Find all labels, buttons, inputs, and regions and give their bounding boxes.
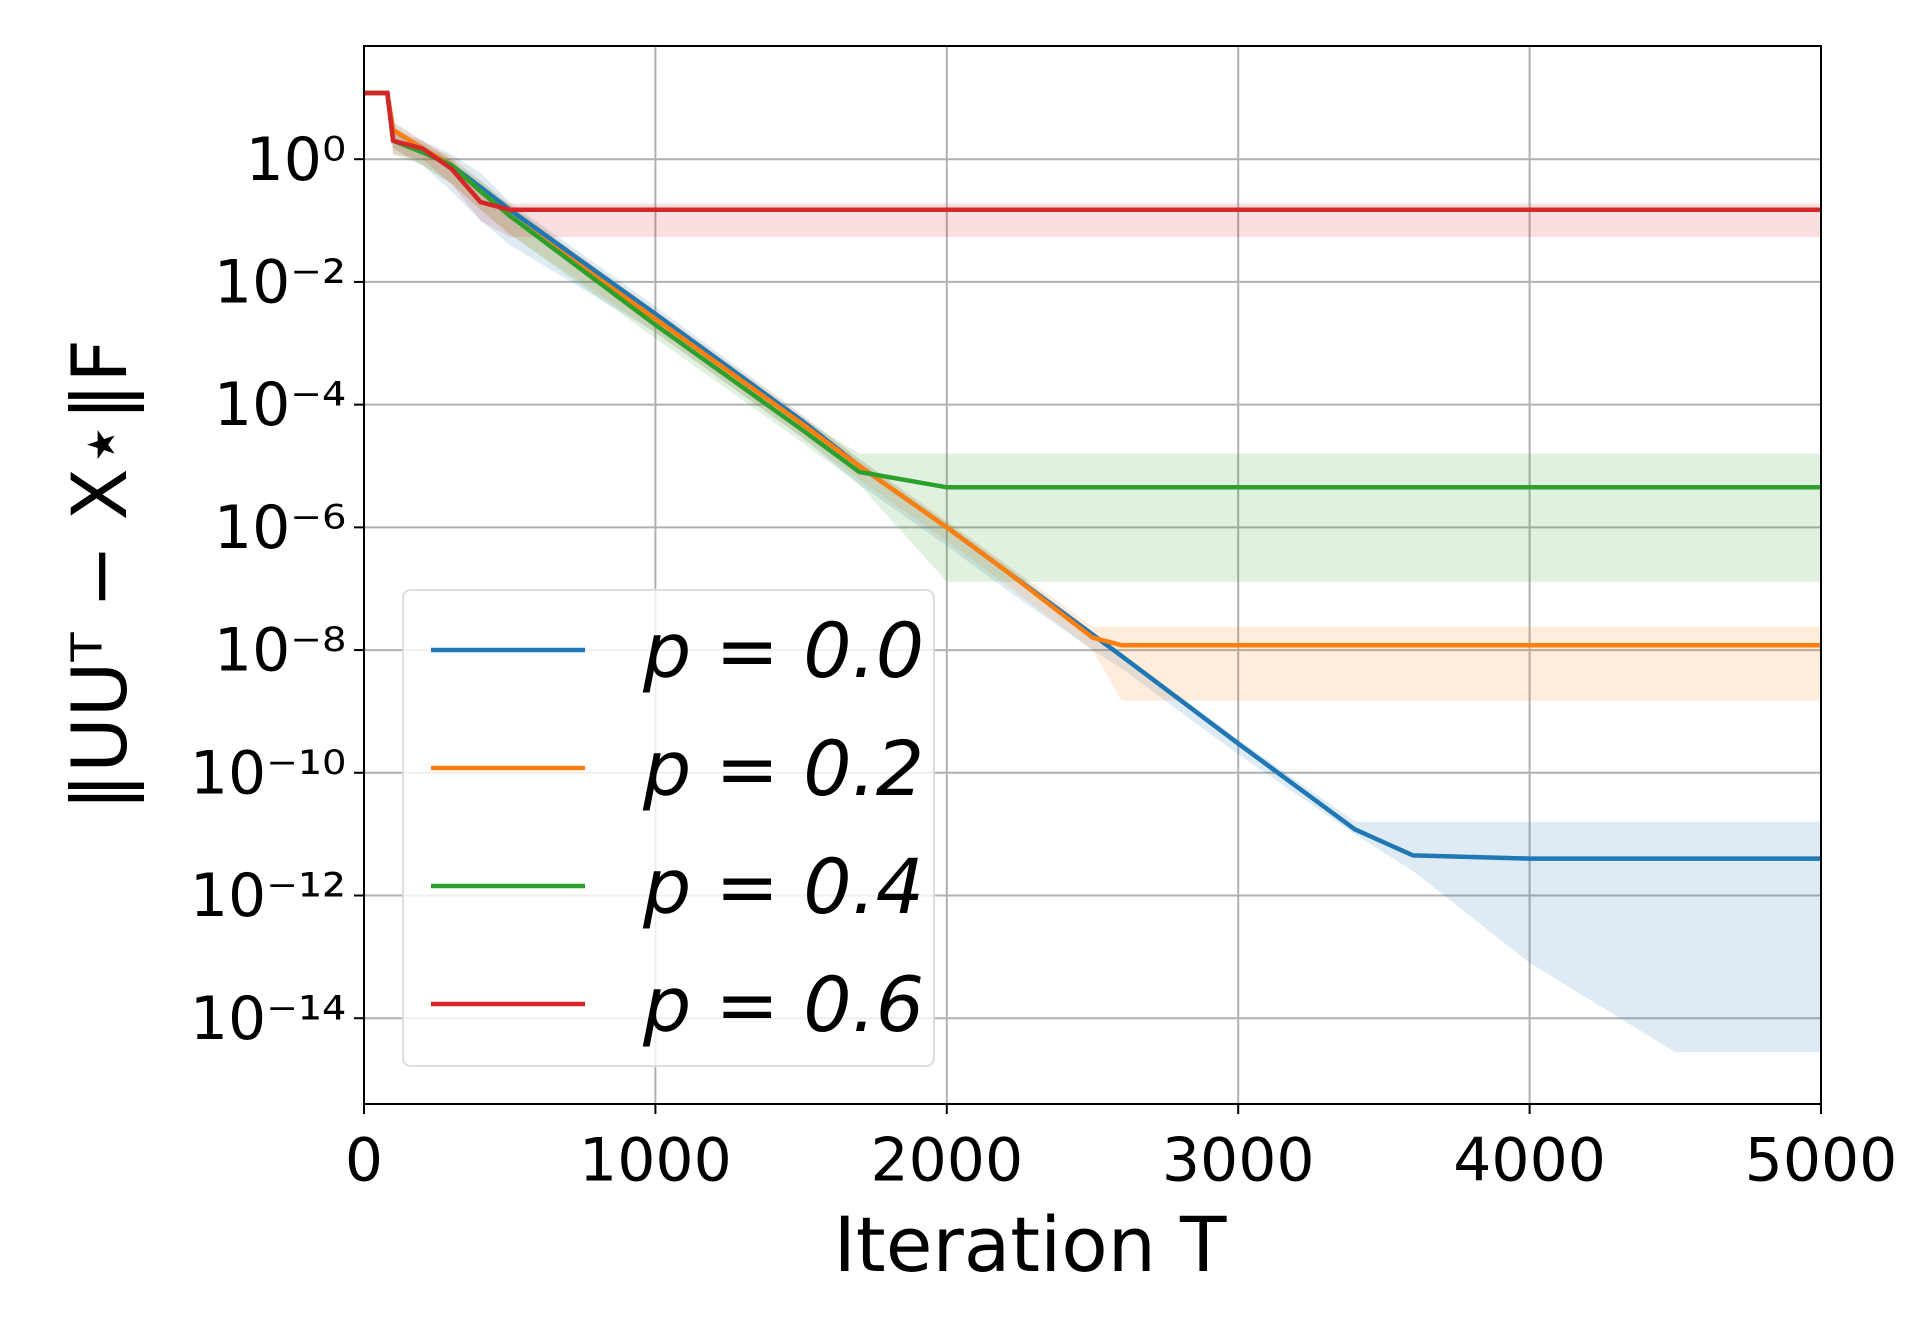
- legend-box: [402, 589, 935, 1067]
- y-tick-label: 10⁻⁴: [214, 370, 346, 440]
- x-tick-label: 5000: [1745, 1126, 1898, 1196]
- legend-label: p = 0.6: [642, 960, 924, 1049]
- band: [364, 92, 1821, 582]
- band: [364, 92, 1821, 701]
- legend-label: p = 0.2: [642, 724, 924, 813]
- x-tick-label: 4000: [1453, 1126, 1606, 1196]
- series-line: [364, 90, 1821, 490]
- y-tick-label: 10⁻¹⁴: [190, 984, 346, 1054]
- y-axis-label: ‖UUᵀ − X⋆‖F: [55, 339, 145, 811]
- x-axis-label: Iteration T: [834, 1200, 1228, 1289]
- y-tick-label: 10⁻¹⁰: [190, 738, 346, 808]
- band: [364, 92, 1821, 237]
- y-tick-label: 10⁰: [246, 125, 346, 195]
- y-tick-label: 10⁻⁶: [214, 493, 346, 563]
- x-tick-label: 1000: [579, 1126, 732, 1196]
- y-tick-label: 10⁻⁸: [214, 616, 346, 686]
- x-tick-label: 0: [345, 1126, 383, 1196]
- x-tick-label: 2000: [870, 1126, 1023, 1196]
- legend-label: p = 0.4: [642, 842, 924, 931]
- plot-frame: [363, 45, 1822, 1105]
- y-tick-label: 10⁻¹²: [190, 861, 346, 931]
- legend-label: p = 0.0: [642, 606, 924, 695]
- band: [364, 92, 1821, 1053]
- series-line: [364, 90, 1821, 213]
- y-tick-label: 10⁻²: [214, 248, 346, 318]
- plot-area: [364, 90, 1821, 1053]
- x-tick-label: 3000: [1162, 1126, 1315, 1196]
